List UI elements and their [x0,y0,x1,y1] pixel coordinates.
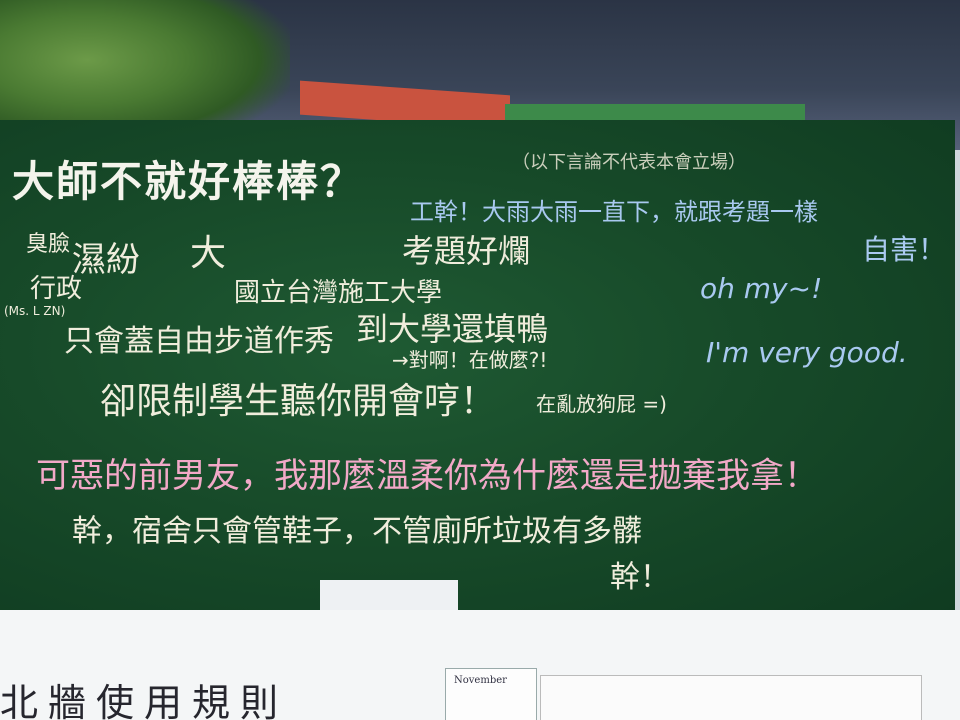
chalk-walkway: 只會蓋自由步道作秀 [64,324,334,359]
chalk-wall: 濕紛 [72,240,140,280]
posted-sheet [540,675,922,720]
posted-notice: November [445,668,537,720]
blue-chalk-verygood: I'm very good. [706,336,908,369]
chalk-limit: 卻限制學生聽你開會哼！ [100,381,497,422]
chalk-dorm: 幹，宿舍只會管鞋子，不管廁所垃圾有多髒 [72,514,642,549]
chalk-shame: 臭臉 [26,232,71,257]
chalk-fart: 在亂放狗屁 =) [536,392,667,416]
blue-chalk-ohmy: oh my~! [700,272,823,305]
blue-chalk-line: 工幹！大雨大雨一直下，就跟考題一樣 [410,198,818,226]
board-paper-strip [320,580,458,610]
chalk-fill-duck: 到大學還填鴨 [356,310,549,348]
notice-label: November [454,675,507,686]
pink-chalk-line: 可惡的前男友，我那麼溫柔你為什麼還是拋棄我拿！ [36,456,818,496]
chalk-exam: 考題好爛 [402,232,531,270]
chalk-fuck: 幹！ [610,560,670,595]
chalk-big: 大 [190,233,227,274]
blue-chalk-self: 自害！ [862,233,947,266]
chalk-ms-label: (Ms. L ZN) [4,304,66,318]
rules-heading: 北牆使用規則 [0,681,289,720]
board-title: 大師不就好棒棒？ [12,157,365,206]
chalk-university: 國立台灣施工大學 [234,278,443,308]
chalkboard [0,120,955,634]
chalk-admin: 行政 [30,274,83,304]
disclaimer-note: （以下言論不代表本會立場） [512,152,746,173]
chalk-right: →對啊！在做麼?! [392,348,548,372]
